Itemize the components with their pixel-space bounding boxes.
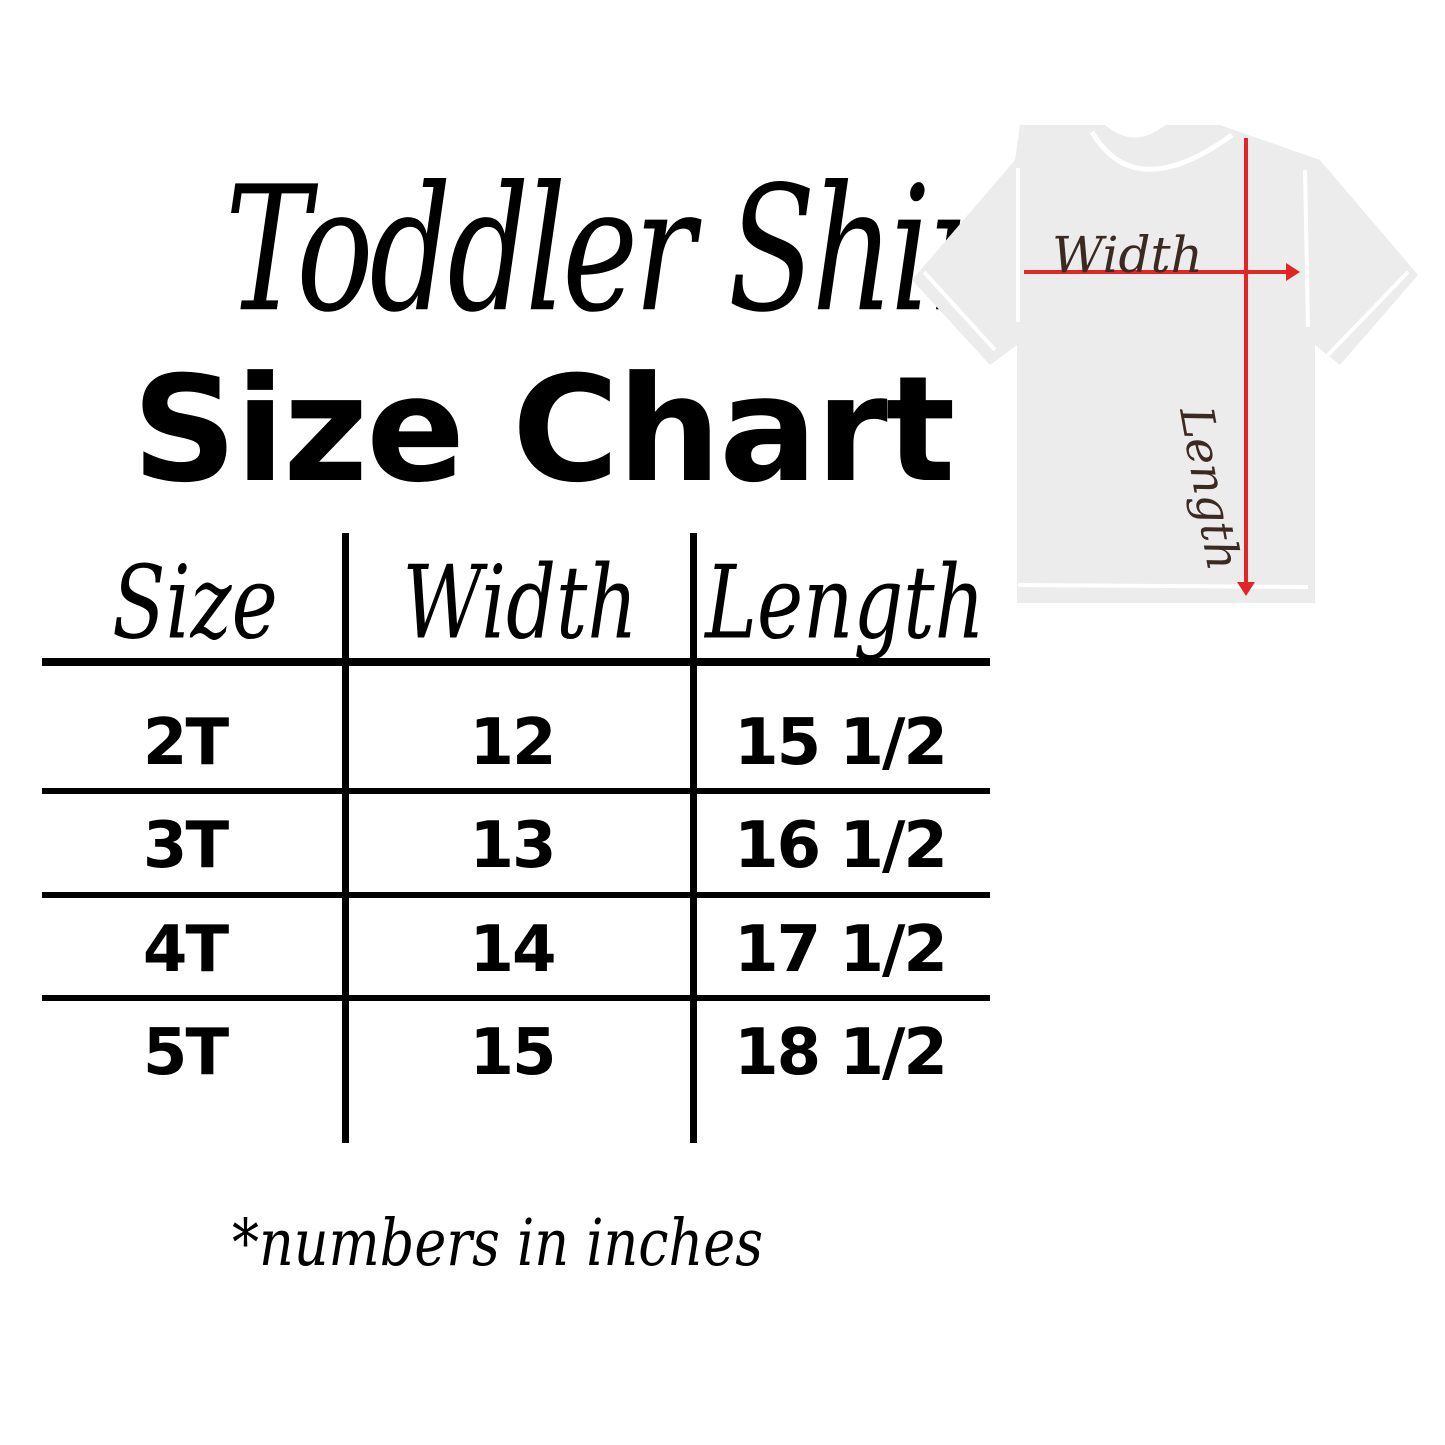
shirt-seams bbox=[922, 168, 1410, 589]
row-divider bbox=[42, 995, 990, 1001]
title-script: Toddler Shirt bbox=[225, 150, 1036, 352]
header-width: Width bbox=[402, 545, 638, 662]
cell-size: 4T bbox=[142, 913, 229, 987]
cell-size: 5T bbox=[142, 1016, 229, 1090]
header-size: Size bbox=[112, 545, 278, 662]
shirt-icon bbox=[912, 125, 1418, 603]
page-title: Size Chart bbox=[132, 345, 955, 515]
column-divider bbox=[690, 533, 697, 1143]
cell-width: 14 bbox=[469, 913, 556, 987]
shirt-collar bbox=[1089, 130, 1234, 172]
header-divider bbox=[42, 658, 990, 666]
cell-size: 2T bbox=[142, 706, 229, 780]
row-divider bbox=[42, 788, 990, 794]
header-length: Length bbox=[705, 545, 985, 662]
cell-size: 3T bbox=[142, 809, 229, 883]
cell-width: 13 bbox=[469, 809, 556, 883]
row-divider bbox=[42, 892, 990, 898]
cell-length: 18 1/2 bbox=[734, 1016, 948, 1090]
cell-width: 15 bbox=[469, 1016, 556, 1090]
width-arrowhead bbox=[1286, 263, 1300, 281]
cell-length: 17 1/2 bbox=[734, 913, 948, 987]
cell-width: 12 bbox=[469, 706, 556, 780]
length-arrowhead bbox=[1237, 582, 1255, 596]
column-divider bbox=[342, 533, 349, 1143]
footnote: *numbers in inches bbox=[232, 1205, 763, 1281]
cell-length: 16 1/2 bbox=[734, 809, 948, 883]
cell-length: 15 1/2 bbox=[734, 706, 948, 780]
width-label: Width bbox=[1052, 226, 1203, 284]
